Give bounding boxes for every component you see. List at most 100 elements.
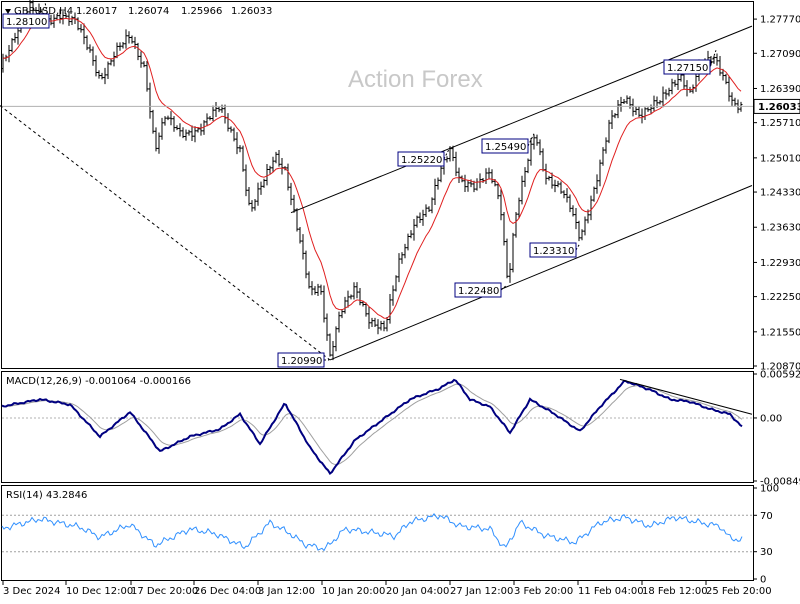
price-bar	[269, 166, 272, 174]
price-bar	[254, 199, 257, 211]
price-bar	[272, 157, 275, 172]
price-bar	[341, 309, 344, 318]
price-bar	[566, 188, 569, 202]
price-bar	[500, 189, 503, 220]
header-low: 1.25966	[181, 6, 222, 17]
price-bar	[542, 148, 545, 171]
price-bar	[734, 98, 737, 106]
price-bar	[152, 110, 155, 134]
price-bar	[230, 126, 233, 132]
price-bar	[440, 165, 443, 182]
price-bar	[182, 127, 185, 138]
price-bar	[221, 105, 224, 113]
price-bar	[521, 176, 524, 205]
price-bar	[215, 102, 218, 117]
price-bar	[398, 253, 401, 282]
price-tick-label: 1.24330	[760, 188, 800, 199]
price-bar	[95, 55, 98, 76]
time-tick-label: 10 Dec 12:00	[66, 586, 133, 597]
annotation-label: 1.25490	[485, 142, 526, 153]
price-bar	[401, 252, 404, 264]
price-bar	[563, 190, 566, 198]
rsi-tick-label: 0	[760, 575, 766, 586]
annotation-label: 1.25220	[401, 155, 442, 166]
price-bar	[8, 45, 11, 62]
price-bar	[632, 99, 635, 117]
price-bar	[329, 333, 332, 356]
price-bar	[239, 145, 242, 152]
price-bar	[173, 116, 176, 132]
price-bar	[143, 61, 146, 67]
price-bar	[659, 100, 662, 104]
price-bar	[248, 187, 251, 205]
annotation-label: 1.20990	[281, 356, 322, 367]
macd-trendline	[620, 379, 752, 414]
price-bar	[491, 169, 494, 183]
price-bar	[626, 95, 629, 104]
annotation-label: 1.27150	[667, 63, 708, 74]
price-bar	[335, 326, 338, 351]
price-bar	[119, 42, 122, 50]
price-bar	[137, 43, 140, 60]
price-bar	[125, 29, 128, 48]
price-bar	[479, 173, 482, 188]
time-tick-label: 17 Dec 20:00	[131, 586, 198, 597]
price-bar	[11, 38, 14, 52]
price-bar	[596, 174, 599, 193]
price-bar	[326, 314, 329, 341]
price-tick-label: 1.22930	[760, 258, 800, 269]
price-bar	[533, 135, 536, 150]
price-bar	[353, 282, 356, 299]
price-tick-label: 1.26390	[760, 84, 800, 95]
price-bar	[581, 229, 584, 240]
price-bar	[527, 159, 530, 174]
price-bar	[503, 212, 506, 246]
price-bar	[545, 164, 548, 185]
price-tick-label: 1.27770	[760, 15, 800, 26]
time-tick-label: 3 Feb 20:00	[514, 586, 573, 597]
time-tick-label: 3 Dec 2024	[3, 586, 61, 597]
price-bar	[320, 285, 323, 295]
price-bar	[602, 147, 605, 166]
price-bar	[275, 152, 278, 163]
rsi-tick-label: 30	[760, 547, 773, 558]
annotation-label: 1.22480	[458, 286, 499, 297]
price-bar	[92, 47, 95, 66]
price-bar	[347, 291, 350, 308]
price-bar	[356, 282, 359, 298]
price-bar	[236, 132, 239, 154]
rsi-tick-label: 100	[760, 484, 779, 495]
price-bar	[536, 135, 539, 146]
price-bar	[122, 42, 125, 49]
price-bar	[14, 33, 17, 43]
price-bar	[695, 74, 698, 92]
price-bar	[323, 286, 326, 323]
price-bar	[725, 74, 728, 84]
price-bar	[296, 208, 299, 231]
price-bar	[647, 107, 650, 112]
price-bar	[104, 68, 107, 84]
price-annotation: 1.22480	[455, 283, 507, 297]
price-bar	[713, 56, 716, 64]
macd-panel-frame	[2, 372, 754, 483]
price-bar	[263, 179, 266, 188]
macd-line	[2, 380, 742, 474]
price-bar	[281, 158, 284, 175]
price-bar	[584, 217, 587, 236]
price-bar	[389, 294, 392, 324]
price-bar	[293, 195, 296, 213]
rsi-title: RSI(14) 43.2846	[6, 490, 87, 501]
price-bar	[728, 76, 731, 102]
price-bar	[686, 80, 689, 96]
price-bar	[575, 208, 578, 229]
price-bar	[488, 168, 491, 180]
price-bar	[131, 36, 134, 44]
price-bar	[155, 127, 158, 151]
price-bar	[539, 139, 542, 155]
price-bar	[194, 126, 197, 142]
price-bar	[344, 297, 347, 314]
price-bar	[185, 129, 188, 140]
price-bar	[128, 31, 131, 43]
price-annotation: 1.23310	[530, 243, 580, 257]
